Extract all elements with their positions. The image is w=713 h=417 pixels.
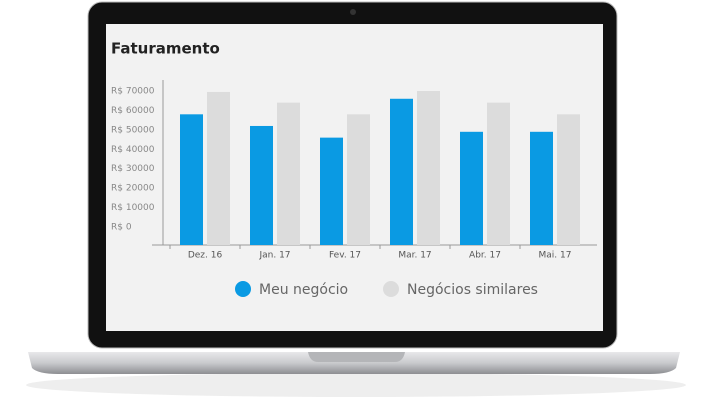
bar (417, 91, 440, 245)
bar (180, 114, 203, 245)
legend-swatch (383, 281, 399, 297)
legend-label: Meu negócio (259, 282, 348, 298)
y-tick-label: R$ 30000 (111, 164, 155, 174)
x-tick-label: Jan. 17 (258, 251, 290, 261)
legend-swatch (235, 281, 251, 297)
y-tick-label: R$ 40000 (111, 145, 155, 155)
notch (308, 352, 405, 362)
y-tick-label: R$ 50000 (111, 125, 155, 135)
shadow (26, 373, 686, 397)
bar (207, 91, 230, 245)
bar (487, 102, 510, 246)
bar (277, 102, 300, 246)
x-tick-label: Mar. 17 (398, 251, 431, 261)
y-tick-label: R$ 70000 (111, 87, 155, 97)
x-tick-label: Fev. 17 (329, 251, 361, 261)
y-tick-label: R$ 60000 (111, 106, 155, 116)
bar (250, 125, 273, 245)
camera (350, 9, 356, 15)
y-tick-label: R$ 0 (111, 223, 132, 233)
x-tick-label: Dez. 16 (188, 251, 223, 261)
bar (530, 131, 553, 245)
x-tick-label: Abr. 17 (469, 251, 501, 261)
y-tick-label: R$ 10000 (111, 203, 155, 213)
bar (320, 137, 343, 245)
legend-label: Negócios similares (407, 282, 538, 298)
y-tick-label: R$ 20000 (111, 184, 155, 194)
laptop-base (28, 352, 680, 374)
bar (347, 114, 370, 245)
bar (460, 131, 483, 245)
chart-title: Faturamento (111, 40, 220, 58)
bar (390, 98, 413, 246)
x-tick-label: Mai. 17 (539, 251, 572, 261)
bar (557, 114, 580, 245)
